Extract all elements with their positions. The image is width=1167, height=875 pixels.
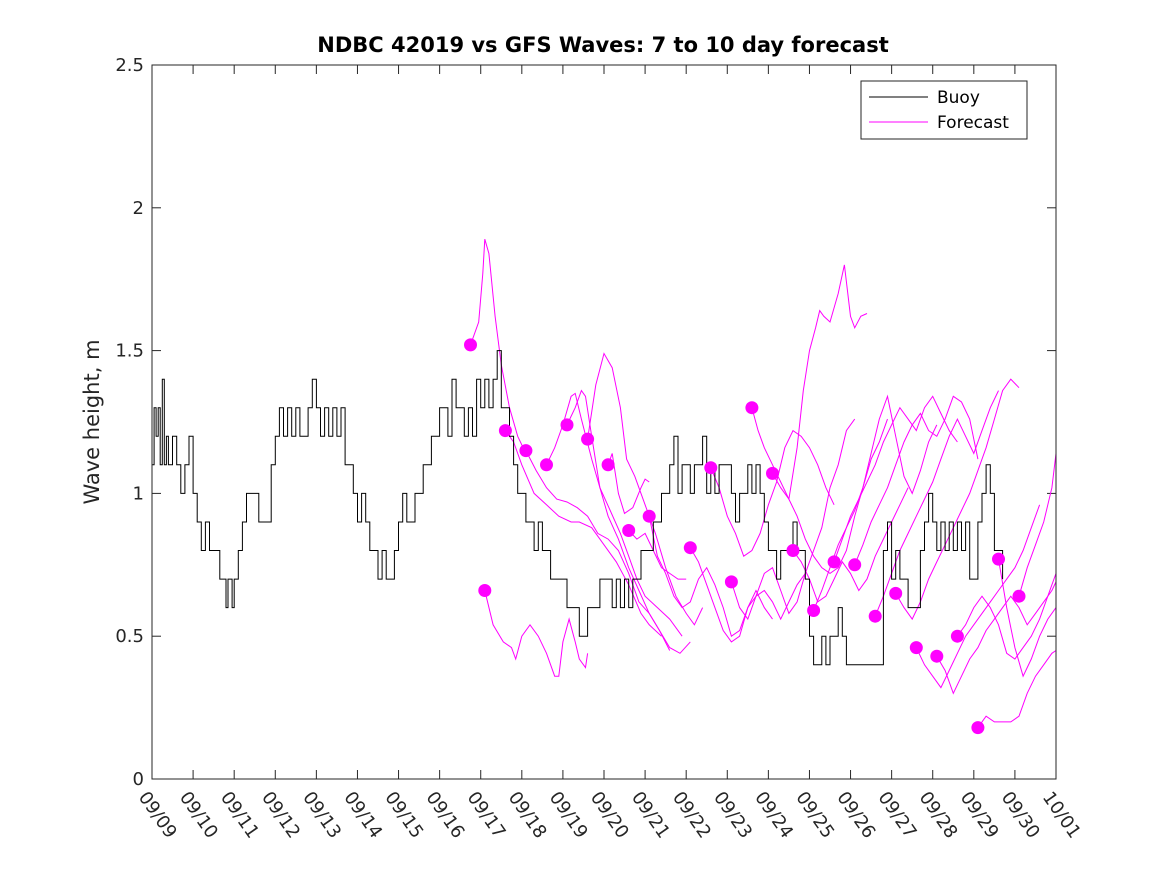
y-tick-label: 1.5 — [115, 341, 144, 362]
buoy-line — [152, 350, 1004, 666]
forecast-line — [504, 430, 662, 637]
forecast-start-point — [581, 432, 595, 446]
forecast-start-point — [745, 401, 759, 415]
forecast-start-point — [971, 721, 985, 735]
y-tick-label: 1 — [133, 483, 144, 504]
y-axis-label: Wave height, m — [80, 339, 104, 504]
legend-buoy-label: Buoy — [937, 88, 980, 108]
y-tick-label: 0.5 — [115, 626, 144, 647]
forecast-line — [854, 395, 979, 565]
forecast-line — [470, 239, 527, 454]
forecast-start-point — [601, 458, 615, 472]
forecast-start-point — [848, 558, 862, 572]
forecast-start-point — [889, 586, 903, 600]
forecast-start-point — [950, 629, 964, 643]
forecast-line — [628, 530, 687, 580]
forecast-line — [525, 450, 671, 651]
forecast-start-point — [683, 541, 697, 555]
forecast-line — [730, 418, 856, 621]
forecast-start-point — [622, 524, 636, 537]
forecast-start-point — [786, 544, 800, 557]
forecast-start-point — [766, 466, 779, 480]
y-tick-labels: 0 0.5 1 1.5 2 2.5 — [115, 55, 144, 790]
y-tick-label: 0 — [133, 769, 144, 790]
forecast-start-point — [724, 575, 738, 589]
forecast-line — [833, 395, 958, 563]
forecast-line — [792, 487, 909, 603]
forecast-line — [936, 581, 1057, 695]
forecast-start-point — [464, 338, 477, 352]
forecast-line — [998, 559, 1057, 678]
forecast-start-point — [868, 609, 882, 623]
chart-title: NDBC 42019 vs GFS Waves: 7 to 10 day for… — [317, 33, 888, 57]
forecast-line — [751, 264, 868, 501]
forecast-start-point — [519, 444, 533, 458]
forecast-line — [546, 392, 683, 637]
plot-area — [152, 239, 1057, 735]
forecast-start-point — [827, 555, 841, 569]
forecast-start-point — [478, 584, 492, 597]
forecast-line — [484, 590, 589, 677]
forecast-start-point — [560, 418, 574, 432]
forecast-start-point — [540, 458, 553, 472]
forecast-start-point — [1012, 589, 1026, 603]
forecast-line — [956, 573, 1057, 660]
forecast-line — [1018, 453, 1057, 597]
forecast-start-point — [992, 552, 1005, 566]
forecast-line — [915, 504, 1041, 689]
forecast-line — [648, 516, 773, 638]
forecast-line — [566, 389, 691, 654]
forecast-line — [710, 429, 835, 557]
forecast-start-point — [909, 641, 923, 655]
forecast-start-point — [704, 461, 718, 475]
forecast-line — [895, 378, 1020, 621]
y-tick-label: 2 — [133, 198, 144, 219]
forecast-line — [772, 418, 888, 575]
y-tick-label: 2.5 — [115, 55, 144, 76]
legend-forecast-label: Forecast — [937, 113, 1009, 133]
forecast-line — [689, 547, 806, 643]
forecast-start-point — [807, 604, 821, 617]
axes-box — [151, 64, 1057, 780]
forecast-line — [977, 650, 1057, 728]
legend: Buoy Forecast — [860, 80, 1028, 140]
forecast-start-point — [642, 509, 656, 523]
legend-box — [860, 80, 1028, 140]
forecast-start-point — [498, 424, 512, 438]
forecast-start-point — [930, 649, 944, 663]
forecast-line — [607, 453, 650, 515]
